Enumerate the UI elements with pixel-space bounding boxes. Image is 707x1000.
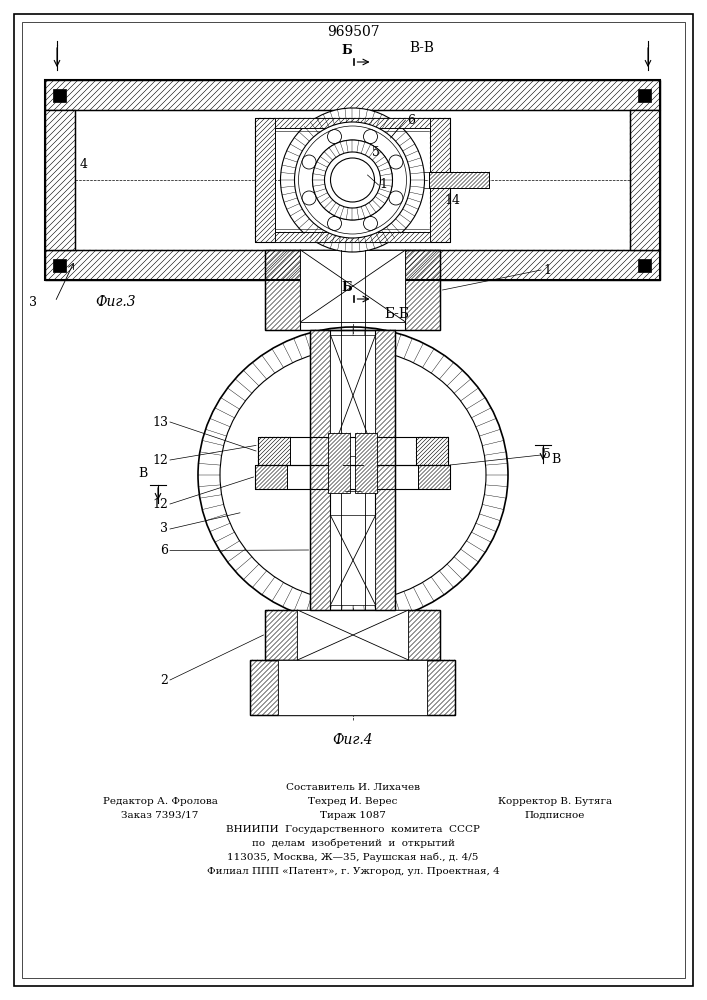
Bar (638, 89, 651, 102)
Bar (45, 250, 660, 280)
Text: Тираж 1087: Тираж 1087 (320, 810, 386, 820)
Text: Б: Б (341, 281, 352, 294)
Text: 3: 3 (160, 522, 168, 536)
Bar (258, 437, 448, 465)
Circle shape (325, 152, 380, 208)
Text: Б-Б: Б-Б (385, 307, 409, 321)
Bar (45, 80, 660, 280)
Bar (416, 437, 448, 465)
Text: 1: 1 (380, 178, 387, 192)
Bar (266, 250, 300, 330)
Text: 969507: 969507 (327, 25, 380, 39)
Bar (266, 610, 440, 660)
Circle shape (330, 158, 375, 202)
Text: 3: 3 (29, 296, 37, 308)
Bar (310, 330, 330, 610)
Bar (428, 660, 455, 715)
Text: 5: 5 (543, 448, 551, 462)
Ellipse shape (220, 349, 486, 601)
Text: 113035, Москва, Ж—35, Раушская наб., д. 4/5: 113035, Москва, Ж—35, Раушская наб., д. … (228, 852, 479, 862)
Circle shape (363, 130, 378, 144)
Text: 2: 2 (160, 674, 168, 686)
Bar (429, 172, 489, 188)
Bar (275, 232, 430, 242)
Text: Филиал ППП «Патент», г. Ужгород, ул. Проектная, 4: Филиал ППП «Патент», г. Ужгород, ул. Про… (206, 866, 499, 876)
Bar (54, 89, 66, 102)
Circle shape (327, 216, 341, 230)
Circle shape (295, 122, 411, 238)
Text: Подписное: Подписное (525, 810, 585, 820)
Text: 13: 13 (152, 416, 168, 428)
Text: Б: Б (341, 44, 352, 57)
Bar (266, 250, 440, 330)
Text: Составитель И. Лихачев: Составитель И. Лихачев (286, 782, 420, 792)
Bar (329, 433, 351, 493)
Text: Техред И. Верес: Техред И. Верес (308, 796, 397, 806)
Text: по  делам  изобретений  и  открытий: по делам изобретений и открытий (252, 838, 455, 848)
Text: В: В (551, 453, 560, 466)
Bar (250, 660, 455, 715)
Text: ВНИИПИ  Государственного  комитета  СССР: ВНИИПИ Государственного комитета СССР (226, 824, 480, 834)
Text: 6: 6 (160, 544, 168, 557)
Text: 12: 12 (152, 454, 168, 466)
Bar (258, 437, 290, 465)
Text: 14: 14 (445, 194, 460, 207)
Circle shape (312, 140, 392, 220)
Bar (266, 610, 298, 660)
Bar (409, 610, 440, 660)
Circle shape (281, 108, 424, 252)
Bar (330, 335, 375, 456)
Bar (255, 118, 275, 242)
Bar (419, 465, 450, 489)
Circle shape (363, 216, 378, 230)
Text: 1: 1 (543, 263, 551, 276)
Bar (310, 330, 395, 610)
Bar (45, 110, 75, 250)
Circle shape (327, 130, 341, 144)
Text: Фиг.3: Фиг.3 (95, 295, 136, 309)
Text: Заказ 7393/17: Заказ 7393/17 (122, 810, 199, 820)
Bar (275, 118, 430, 128)
Bar (330, 515, 375, 605)
Bar (255, 465, 450, 489)
Bar (638, 258, 651, 271)
Circle shape (389, 191, 403, 205)
Bar (45, 80, 660, 110)
Text: Фиг.4: Фиг.4 (333, 733, 373, 747)
Bar (54, 258, 66, 271)
Text: Редактор А. Фролова: Редактор А. Фролова (103, 796, 218, 806)
Ellipse shape (198, 327, 508, 623)
Text: 12: 12 (152, 497, 168, 510)
Bar (250, 660, 279, 715)
Bar (630, 110, 660, 250)
Text: 5: 5 (373, 145, 380, 158)
Bar (406, 250, 440, 330)
Bar (255, 118, 450, 242)
Bar (375, 330, 395, 610)
Bar (298, 610, 409, 660)
Bar (75, 110, 630, 250)
Text: 6: 6 (407, 113, 416, 126)
Bar (255, 465, 288, 489)
Bar (356, 433, 378, 493)
Text: 4: 4 (80, 158, 88, 172)
Bar (300, 250, 406, 322)
Text: В-В: В-В (409, 41, 435, 55)
Circle shape (389, 155, 403, 169)
Bar (279, 660, 428, 715)
Text: В: В (139, 467, 148, 480)
Circle shape (302, 191, 316, 205)
Bar (430, 118, 450, 242)
Text: Корректор В. Бутяга: Корректор В. Бутяга (498, 796, 612, 806)
Circle shape (302, 155, 316, 169)
